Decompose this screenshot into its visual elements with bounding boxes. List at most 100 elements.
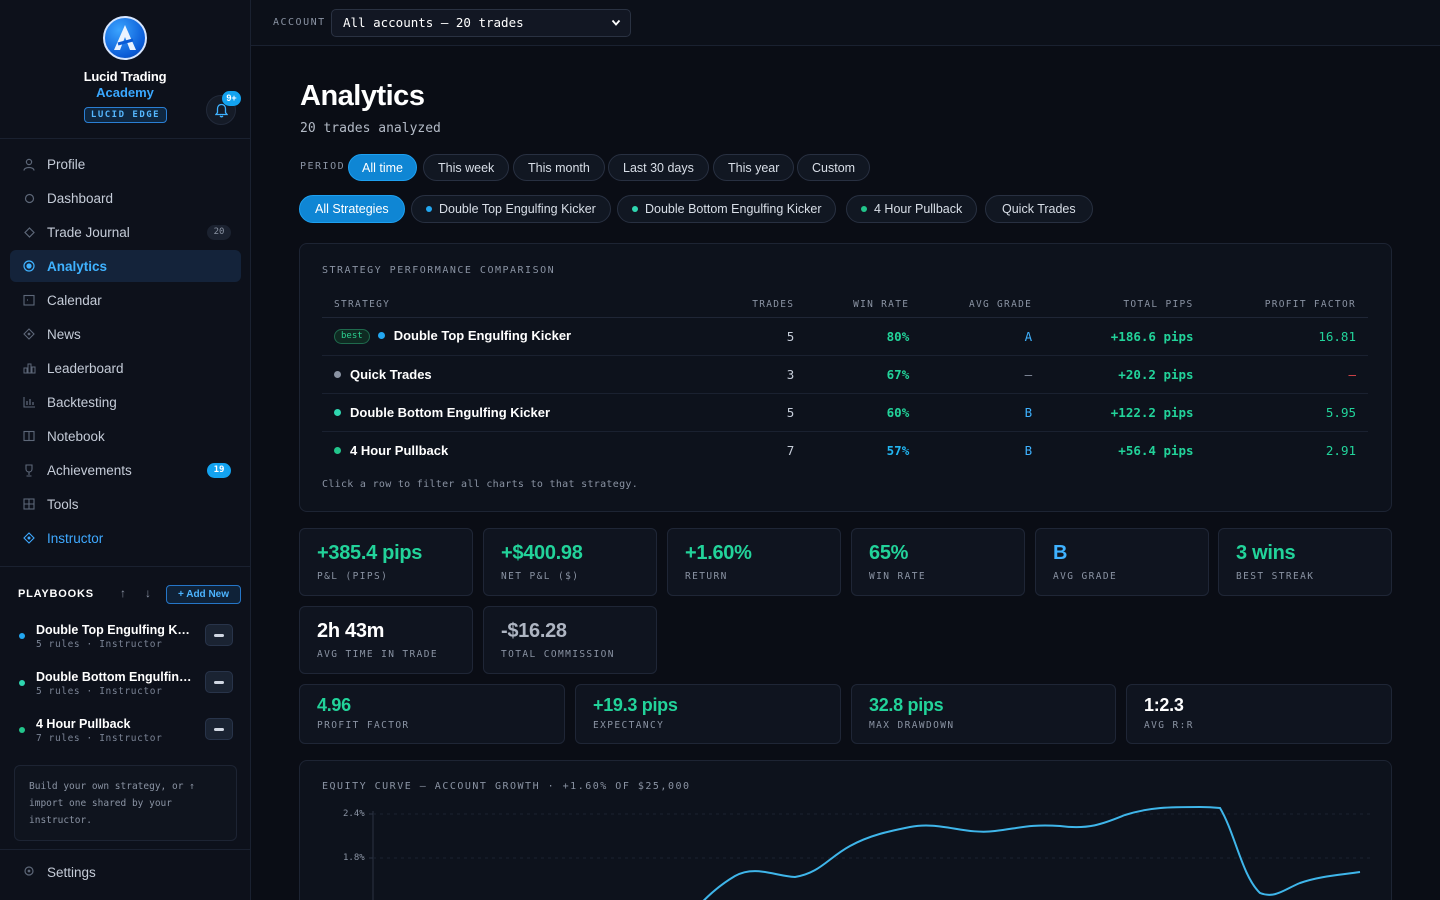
stat-label: AVG GRADE <box>1053 571 1118 582</box>
playbook-toggle[interactable] <box>205 671 233 693</box>
equity-curve-panel: EQUITY CURVE — ACCOUNT GROWTH · +1.60% O… <box>299 760 1392 900</box>
bell-icon <box>215 103 228 118</box>
strategy-filter-all[interactable]: All Strategies <box>299 195 405 223</box>
nav-item-calendar[interactable]: Calendar <box>10 284 241 316</box>
strategy-table: STRATEGY TRADES WIN RATE AVG GRADE TOTAL… <box>322 292 1368 469</box>
stat-value: +19.3 pips <box>593 695 678 715</box>
nav-item-dashboard[interactable]: Dashboard <box>10 182 241 214</box>
playbook-item[interactable]: 4 Hour Pullback 7 rules · Instructor <box>0 715 250 755</box>
nav-item-news[interactable]: News <box>10 318 241 350</box>
nav-label: Leaderboard <box>47 360 124 376</box>
strategy-filter-label: 4 Hour Pullback <box>874 202 963 216</box>
stat-value: 3 wins <box>1236 542 1296 564</box>
nav-item-leaderboard[interactable]: Leaderboard <box>10 352 241 384</box>
nav-item-achievements[interactable]: Achievements 19 <box>10 454 241 486</box>
nav-label: News <box>47 326 81 342</box>
stat-label: EXPECTANCY <box>593 720 665 731</box>
add-playbook-button[interactable]: + Add New <box>166 585 241 604</box>
top-bar: ACCOUNT All accounts — 20 trades <box>251 0 1440 46</box>
stat-value: 1:2.3 <box>1144 695 1184 715</box>
equity-curve-title: EQUITY CURVE — ACCOUNT GROWTH · +1.60% O… <box>322 781 691 792</box>
logo-icon[interactable] <box>103 16 147 60</box>
stat-label: AVG TIME IN TRADE <box>317 649 439 660</box>
account-select-value: All accounts — 20 trades <box>343 15 524 30</box>
table-row[interactable]: best Double Top Engulfing Kicker 5 80% A … <box>322 317 1368 356</box>
stat-label: WIN RATE <box>869 571 926 582</box>
period-this-week[interactable]: This week <box>423 154 510 181</box>
nav-item-backtesting[interactable]: Backtesting <box>10 386 241 418</box>
page-subtitle: 20 trades analyzed <box>300 121 441 136</box>
table-hint: Click a row to filter all charts to that… <box>322 479 639 490</box>
stat-card-profit-factor: 4.96 PROFIT FACTOR <box>299 684 565 744</box>
column-header: STRATEGY <box>322 292 737 318</box>
chevron-down-icon <box>611 10 621 46</box>
strategy-filter-quick-trades[interactable]: Quick Trades <box>985 195 1093 223</box>
account-select[interactable]: All accounts — 20 trades <box>331 9 631 37</box>
table-row[interactable]: Double Bottom Engulfing Kicker 5 60% B +… <box>322 393 1368 432</box>
period-this-year[interactable]: This year <box>713 154 795 181</box>
strategy-filter-double-bottom[interactable]: Double Bottom Engulfing Kicker <box>617 195 837 223</box>
strategy-name: 4 Hour Pullback <box>350 442 449 458</box>
nav-item-instructor[interactable]: Instructor <box>10 522 241 554</box>
trades-cell: 5 <box>736 317 807 356</box>
nav-item-notebook[interactable]: Notebook <box>10 420 241 452</box>
move-down-icon[interactable]: ↓ <box>145 586 151 600</box>
period-custom[interactable]: Custom <box>797 154 871 181</box>
profit-factor-cell: 5.95 <box>1205 393 1368 432</box>
nav-label: Calendar <box>47 292 102 308</box>
stat-value: -$16.28 <box>501 620 567 642</box>
stat-value: 65% <box>869 542 909 564</box>
period-all-time[interactable]: All time <box>348 154 417 181</box>
strategy-name-cell: Quick Trades <box>322 355 737 394</box>
person-icon <box>22 157 36 171</box>
playbooks-heading: PLAYBOOKS <box>18 588 94 600</box>
stat-card-avg-grade: B AVG GRADE <box>1035 528 1209 596</box>
win-rate-cell: 60% <box>806 393 922 432</box>
profit-factor-cell: — <box>1205 355 1368 394</box>
playbook-toggle[interactable] <box>205 624 233 646</box>
stat-card-expectancy: +19.3 pips EXPECTANCY <box>575 684 841 744</box>
playbook-toggle[interactable] <box>205 718 233 740</box>
settings-label: Settings <box>47 865 96 880</box>
strategy-filter-double-top[interactable]: Double Top Engulfing Kicker <box>411 195 611 223</box>
strategy-color-dot <box>632 205 638 212</box>
stat-label: TOTAL COMMISSION <box>501 649 615 660</box>
win-rate-cell: 57% <box>886 442 910 458</box>
stat-value: +385.4 pips <box>317 542 423 564</box>
nav-item-profile[interactable]: Profile <box>10 148 241 180</box>
stat-card-net-pnl: +$400.98 NET P&L ($) <box>483 528 657 596</box>
playbook-item[interactable]: Double Bottom Engulfing Kicker 5 rules ·… <box>0 668 250 708</box>
stat-label: BEST STREAK <box>1236 571 1315 582</box>
stat-label: MAX DRAWDOWN <box>869 720 955 731</box>
nav-item-analytics[interactable]: Analytics <box>10 250 241 282</box>
stat-value: 4.96 <box>317 695 351 715</box>
table-row[interactable]: 4 Hour Pullback 7 57% B +56.4 pips 2.91 <box>322 431 1368 469</box>
stat-card-pnl-pips: +385.4 pips P&L (PIPS) <box>299 528 473 596</box>
trades-cell: 3 <box>736 355 807 394</box>
playbook-item[interactable]: Double Top Engulfing Kicker 5 rules · In… <box>0 621 250 661</box>
brand-header: Lucid Trading Academy LUCID EDGE 9+ <box>0 0 250 139</box>
period-this-month[interactable]: This month <box>513 154 605 181</box>
win-rate-cell: 80% <box>806 317 922 356</box>
stat-card-avg-time: 2h 43m AVG TIME IN TRADE <box>299 606 473 674</box>
strategy-name-cell: 4 Hour Pullback <box>322 431 736 469</box>
strategy-name: Double Top Engulfing Kicker <box>393 327 572 343</box>
settings-button[interactable]: Settings <box>22 865 96 880</box>
nav-item-tools[interactable]: Tools <box>10 488 241 520</box>
nav-item-trade-journal[interactable]: Trade Journal 20 <box>10 216 241 248</box>
nav-label: Backtesting <box>47 394 117 410</box>
stat-value: +1.60% <box>685 542 752 564</box>
equity-curve-chart <box>369 806 1370 900</box>
column-header: WIN RATE <box>806 292 922 318</box>
target-icon <box>22 259 36 273</box>
playbook-name: Double Bottom Engulfing Kicker <box>36 670 192 684</box>
playbook-name: 4 Hour Pullback <box>36 717 131 731</box>
move-up-icon[interactable]: ↑ <box>120 586 126 600</box>
sidebar: Lucid Trading Academy LUCID EDGE 9+ Prof… <box>0 0 251 900</box>
table-header-row: STRATEGY TRADES WIN RATE AVG GRADE TOTAL… <box>322 292 1368 318</box>
period-last-30-days[interactable]: Last 30 days <box>608 154 709 181</box>
table-row[interactable]: Quick Trades 3 67% — +20.2 pips — <box>322 355 1368 394</box>
playbooks-note: Build your own strategy, or ↑ import one… <box>14 765 237 841</box>
playbook-name: Double Top Engulfing Kicker <box>36 623 192 637</box>
strategy-filter-4-hour-pullback[interactable]: 4 Hour Pullback <box>846 195 978 223</box>
